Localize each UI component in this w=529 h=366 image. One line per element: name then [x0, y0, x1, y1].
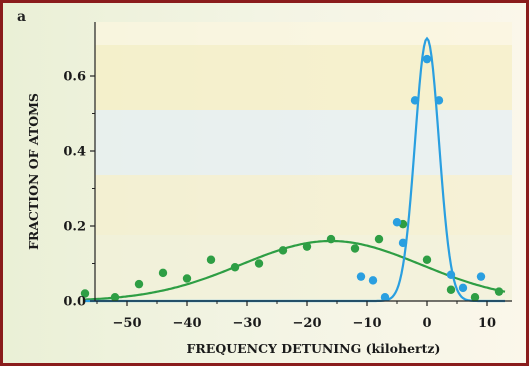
data-point [422, 255, 432, 264]
panel-label: a [17, 9, 27, 25]
data-point [206, 255, 216, 264]
background-band [95, 22, 512, 45]
data-point [368, 276, 378, 285]
x-tick-label: −30 [233, 316, 262, 331]
fit-curve [84, 239, 506, 301]
data-point [278, 246, 288, 255]
x-tick-label: 10 [478, 316, 496, 331]
data-point [80, 289, 90, 298]
background-band [95, 175, 512, 235]
data-point [302, 242, 312, 251]
y-tick-label: 0.6 [63, 70, 86, 85]
data-point [374, 234, 384, 244]
data-point [356, 272, 366, 281]
data-point [422, 54, 432, 64]
data-point [476, 272, 486, 281]
x-axis-label: FREQUENCY DETUNING (kilohertz) [187, 341, 441, 356]
x-ticks: −50 −40 −30 −20 −10 0 10 [96, 301, 496, 331]
data-point [350, 244, 360, 253]
data-point [446, 270, 456, 279]
axes [94, 22, 512, 302]
data-point [470, 293, 480, 302]
data-point [494, 287, 504, 296]
data-point [326, 234, 336, 244]
y-tick-label: 0.4 [63, 145, 86, 160]
data-point [392, 218, 402, 227]
y-ticks: 0.0 0.2 0.4 0.6 [63, 70, 95, 310]
y-tick-label: 0.2 [63, 220, 86, 235]
x-tick-label: −20 [293, 316, 322, 331]
data-point [182, 274, 192, 283]
data-point [434, 96, 444, 105]
data-point [410, 96, 420, 105]
y-axis-label: FRACTION OF ATOMS [26, 93, 41, 250]
data-point [380, 293, 390, 302]
data-point [110, 293, 120, 302]
data-point [230, 263, 240, 272]
data-points [80, 54, 504, 302]
x-tick-label: −10 [353, 316, 382, 331]
data-point [458, 283, 468, 293]
data-point [446, 285, 456, 294]
y-tick-label: 0.0 [63, 295, 86, 310]
data-point [398, 238, 408, 248]
data-point [158, 268, 168, 278]
data-point [134, 279, 144, 289]
x-tick-label: 0 [422, 316, 431, 331]
x-tick-label: −50 [113, 316, 142, 331]
background-band [95, 110, 512, 175]
x-tick-label: −40 [173, 316, 202, 331]
data-point [254, 259, 264, 268]
background-band [95, 45, 512, 110]
